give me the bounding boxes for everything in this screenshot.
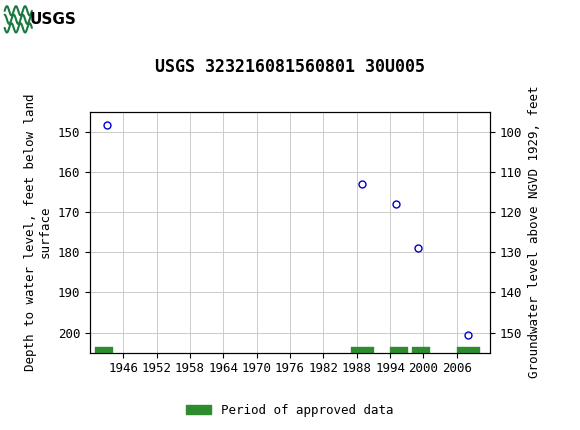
Y-axis label: Depth to water level, feet below land
surface: Depth to water level, feet below land su…: [24, 93, 52, 371]
Y-axis label: Groundwater level above NGVD 1929, feet: Groundwater level above NGVD 1929, feet: [528, 86, 541, 378]
Legend: Period of approved data: Period of approved data: [181, 399, 399, 421]
Text: USGS: USGS: [30, 12, 77, 27]
Text: USGS 323216081560801 30U005: USGS 323216081560801 30U005: [155, 58, 425, 76]
FancyBboxPatch shape: [3, 2, 78, 37]
